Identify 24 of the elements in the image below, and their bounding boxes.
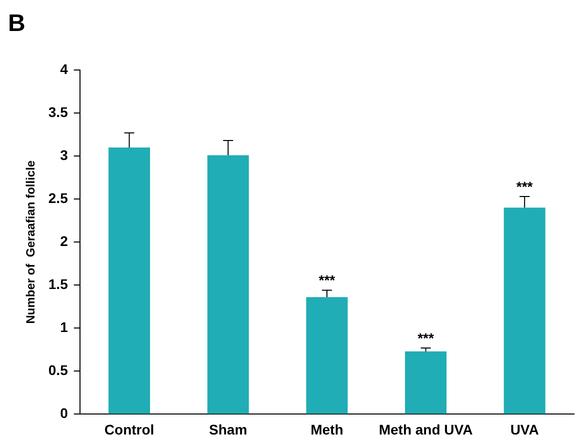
- y-tick-label: 1: [60, 319, 68, 336]
- x-tick-label: Sham: [209, 421, 248, 438]
- y-tick-label: 2.5: [48, 190, 68, 206]
- x-tick-label: Meth and UVA: [378, 421, 473, 438]
- bar: [306, 297, 348, 414]
- y-tick-label: 3: [60, 146, 68, 163]
- bar: [207, 155, 249, 414]
- bar: [405, 351, 447, 414]
- bar: [504, 208, 546, 414]
- y-tick-label: 0.5: [48, 362, 68, 378]
- bar: [108, 147, 150, 414]
- annotation: ***: [318, 272, 336, 288]
- y-tick-label: 4: [60, 60, 68, 77]
- y-tick-label: 1.5: [48, 276, 68, 292]
- x-tick-label: UVA: [510, 421, 539, 438]
- text: B: [8, 10, 26, 38]
- x-tick-label: Meth: [310, 421, 344, 438]
- annotation: ***: [516, 178, 534, 194]
- y-tick-label: 0: [60, 405, 68, 422]
- y-tick-label: 3.5: [48, 104, 68, 120]
- x-tick-label: Control: [104, 421, 154, 438]
- annotation: ***: [418, 330, 434, 346]
- y-tick-label: 2: [60, 232, 68, 249]
- y-axis-title: Number of Geraafian follicle: [24, 160, 38, 324]
